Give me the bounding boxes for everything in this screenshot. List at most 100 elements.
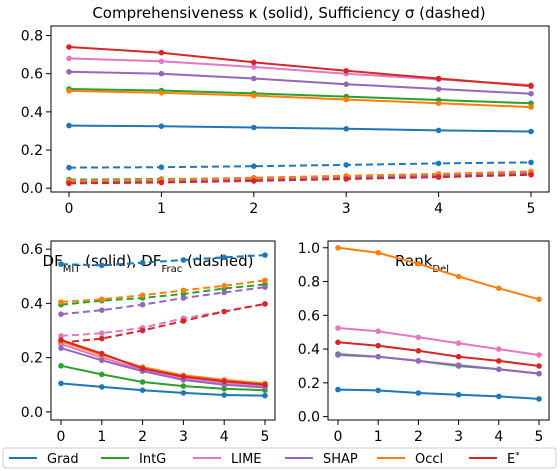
- data-point-grad: [158, 123, 165, 129]
- x-tick-label: 1: [157, 201, 166, 217]
- data-point-shap: [221, 289, 227, 296]
- data-point-occl: [435, 100, 442, 107]
- series-line-estar-dashed: [68, 173, 532, 185]
- data-point-estar: [158, 179, 165, 186]
- title-sub-frac: Frac: [161, 264, 182, 275]
- series-line-intg-solid: [68, 88, 532, 105]
- data-point-grad: [180, 390, 187, 396]
- data-point-shap: [415, 358, 422, 364]
- panel-rank-del: RankDel 0.00.20.40.60.81.00 1 2 3 4 5: [298, 240, 550, 445]
- legend: Grad IntG LIME SHAP Occl E*: [2, 447, 557, 469]
- legend-label-text: IntG: [139, 452, 166, 467]
- data-point-occl: [415, 261, 422, 267]
- y-tick-label: 0.2: [21, 351, 43, 367]
- legend-label-superscript: *: [515, 451, 520, 461]
- x-tick-label: 2: [249, 201, 258, 217]
- x-tick-label: 0: [334, 429, 343, 445]
- data-point-grad: [435, 127, 442, 134]
- legend-label: Occl: [415, 452, 443, 467]
- data-point-grad: [58, 380, 64, 387]
- x-tick-label: 4: [494, 429, 503, 445]
- legend-label: E*: [507, 451, 520, 467]
- legend-item-grad: Grad: [9, 452, 79, 467]
- data-point-occl: [262, 277, 268, 284]
- y-tick-label: 0.6: [21, 67, 43, 83]
- y-tick-label: 0.8: [21, 29, 43, 45]
- data-point-occl: [221, 283, 227, 289]
- legend-label: LIME: [231, 452, 262, 467]
- data-point-shap: [158, 70, 165, 77]
- data-point-estar: [435, 174, 442, 180]
- plot-frame: [50, 25, 550, 193]
- data-point-estar: [180, 373, 187, 380]
- legend-label-text: Grad: [47, 452, 79, 467]
- data-point-shap: [435, 86, 442, 92]
- data-point-estar: [158, 49, 165, 56]
- series-line-grad-dashed: [60, 254, 266, 267]
- data-point-grad: [536, 396, 542, 402]
- data-point-grad: [251, 163, 257, 169]
- data-point-grad: [528, 128, 534, 135]
- data-point-shap: [251, 75, 257, 82]
- x-tick-label: 0: [57, 429, 66, 445]
- data-point-occl: [536, 296, 542, 303]
- data-point-lime: [415, 334, 422, 341]
- data-point-grad: [375, 387, 382, 394]
- data-point-lime: [99, 330, 105, 337]
- data-point-grad: [343, 162, 350, 168]
- x-tick-label: 5: [535, 429, 544, 445]
- data-point-shap: [180, 295, 187, 301]
- data-point-shap: [58, 345, 64, 351]
- series-line-estar-solid: [60, 339, 266, 386]
- data-point-estar: [66, 44, 72, 50]
- data-point-shap: [139, 301, 146, 308]
- series-line-grad-solid: [337, 388, 540, 400]
- series-line-estar-solid: [68, 46, 532, 88]
- data-point-estar: [221, 308, 227, 315]
- data-point-shap: [262, 284, 268, 290]
- series-line-occl-solid: [337, 246, 540, 301]
- data-point-shap: [343, 81, 350, 87]
- data-point-occl: [375, 250, 382, 256]
- series-line-occl-solid: [68, 89, 532, 109]
- panel-df: DFMIT (solid), DFFrac (dashed) 0.0 0.2 0.4…: [21, 240, 276, 445]
- legend-label-text: Occl: [415, 452, 443, 467]
- data-point-grad: [415, 390, 422, 396]
- data-point-occl: [66, 88, 72, 94]
- data-point-lime: [58, 333, 64, 339]
- series-line-intg-solid: [60, 364, 266, 392]
- data-point-intg: [180, 383, 187, 389]
- y-tick-label: 0.8: [298, 275, 320, 291]
- data-point-grad: [180, 257, 187, 263]
- data-point-occl: [455, 273, 462, 280]
- y-tick-label: 0.6: [298, 308, 320, 324]
- data-point-lime: [375, 328, 382, 335]
- series-line-shap-dashed: [60, 286, 266, 316]
- data-point-intg: [58, 363, 64, 369]
- data-point-grad: [99, 384, 105, 390]
- data-point-grad: [221, 254, 227, 261]
- title-part-solid: (solid), DF: [80, 252, 161, 270]
- y-tick-label: 1.0: [298, 241, 320, 257]
- data-point-intg: [139, 379, 146, 385]
- y-tick-label: 0.4: [21, 105, 43, 121]
- series-line-grad-solid: [60, 382, 266, 397]
- x-tick-label: 4: [220, 429, 229, 445]
- data-point-estar: [251, 59, 257, 66]
- data-point-estar: [343, 176, 350, 182]
- data-point-grad: [496, 393, 502, 400]
- series-line-grad-solid: [68, 124, 532, 133]
- y-tick-label: 0.4: [21, 296, 43, 312]
- legend-item-intg: IntG: [101, 452, 166, 467]
- data-point-shap: [99, 307, 105, 314]
- data-point-grad: [139, 259, 146, 266]
- y-tick-label: 0.0: [21, 405, 43, 421]
- plot-frame: [50, 240, 276, 421]
- data-point-lime: [455, 340, 462, 347]
- data-point-estar: [99, 350, 105, 357]
- y-tick-label: 0.2: [298, 376, 320, 392]
- data-point-grad: [343, 126, 350, 132]
- legend-frame: [2, 447, 557, 469]
- data-point-estar: [262, 301, 268, 307]
